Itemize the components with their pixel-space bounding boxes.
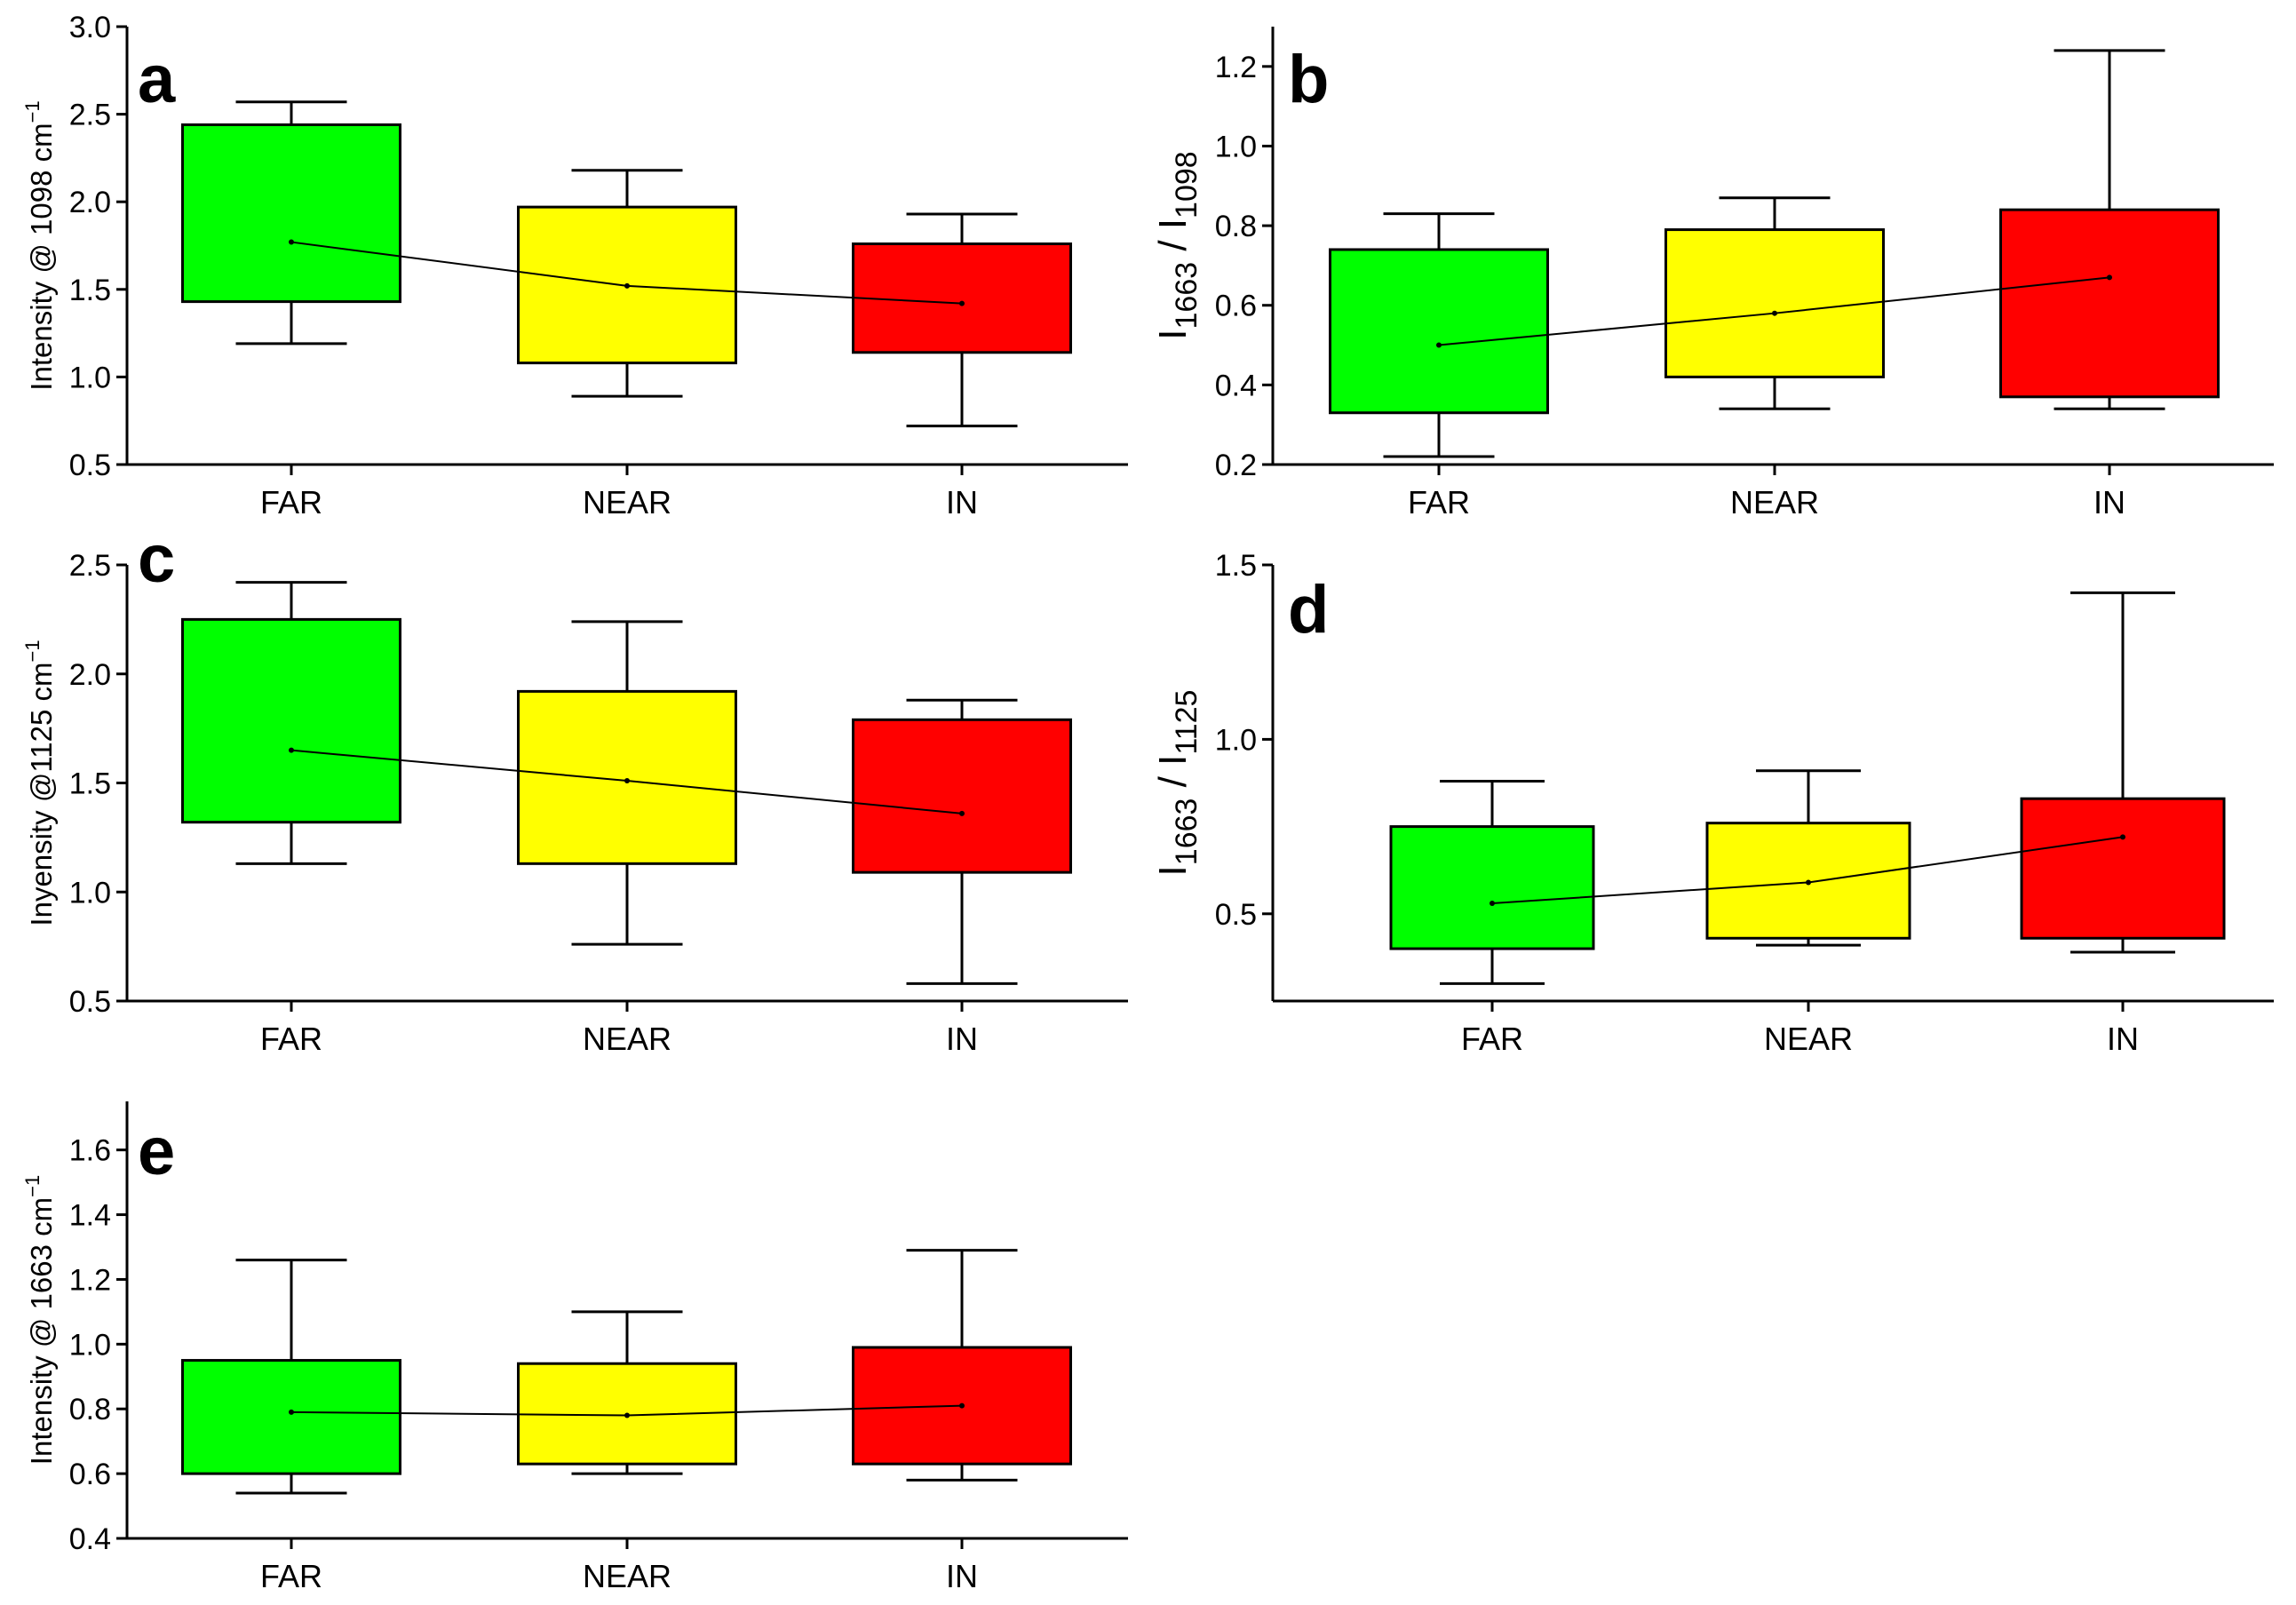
y-tick-label: 1.4 bbox=[69, 1199, 111, 1233]
x-tick-label: IN bbox=[2107, 1021, 2139, 1057]
y-axis-label-i: / I bbox=[1151, 755, 1195, 799]
y-axis-label-superscript: −1 bbox=[21, 1175, 44, 1197]
x-tick-label: FAR bbox=[260, 1558, 322, 1594]
x-tick-label: IN bbox=[2093, 484, 2125, 520]
y-tick-label: 3.0 bbox=[69, 11, 111, 44]
x-tick-label: NEAR bbox=[583, 484, 671, 520]
mean-marker bbox=[1806, 879, 1811, 886]
y-tick-label: 0.8 bbox=[1215, 210, 1257, 243]
y-tick-label: 1.0 bbox=[69, 1328, 111, 1362]
box-in bbox=[2020, 797, 2226, 940]
box-near bbox=[1664, 228, 1885, 378]
y-tick-label: 1.5 bbox=[1215, 549, 1257, 583]
mean-marker bbox=[624, 282, 630, 289]
x-tick-label: IN bbox=[946, 1558, 978, 1594]
mean-marker bbox=[959, 810, 965, 816]
y-tick-label: 0.6 bbox=[1215, 290, 1257, 323]
y-tick-label: 0.5 bbox=[69, 449, 111, 482]
y-tick-label: 1.0 bbox=[69, 361, 111, 394]
y-axis-label: Inyensity @1125 cm−1 bbox=[21, 640, 58, 926]
y-tick-label: 2.0 bbox=[69, 186, 111, 219]
y-axis-label-subscript: 1098 bbox=[1170, 151, 1204, 219]
y-tick-label: 0.4 bbox=[69, 1522, 111, 1556]
x-tick-label: NEAR bbox=[1730, 484, 1819, 520]
panel-c: 0.5 1.0 1.5 2.0 2.5 FAR NEAR IN c Inyensity @1125… bbox=[21, 521, 1128, 1057]
mean-marker bbox=[959, 300, 965, 306]
box-far bbox=[181, 617, 401, 824]
y-tick-label: 0.5 bbox=[1215, 898, 1257, 932]
x-tick-label: IN bbox=[946, 1021, 978, 1057]
panel-b: 0.2 0.4 0.6 0.8 1.0 1.2 FAR NEAR IN b I1663 / I109… bbox=[1151, 27, 2274, 520]
y-tick-label: 1.5 bbox=[69, 274, 111, 307]
y-tick-label: 2.5 bbox=[69, 549, 111, 583]
mean-marker bbox=[2120, 834, 2125, 840]
box-in bbox=[852, 718, 1072, 874]
panel-letter: d bbox=[1288, 572, 1329, 648]
y-axis-label-superscript: −1 bbox=[21, 100, 44, 123]
y-axis-label-text: Intensity @ 1098 cm bbox=[25, 123, 58, 390]
x-tick-label: FAR bbox=[1461, 1021, 1523, 1057]
box-far bbox=[181, 123, 401, 304]
mean-marker bbox=[1772, 310, 1777, 316]
x-tick-label: FAR bbox=[260, 1021, 322, 1057]
x-tick-label: FAR bbox=[260, 484, 322, 520]
box-in bbox=[1999, 208, 2220, 399]
mean-marker bbox=[1436, 342, 1442, 348]
y-tick-label: 1.2 bbox=[69, 1263, 111, 1297]
x-tick-label: FAR bbox=[1408, 484, 1470, 520]
x-tick-label: NEAR bbox=[583, 1558, 671, 1594]
box-near bbox=[517, 689, 737, 865]
mean-marker bbox=[624, 1412, 630, 1418]
y-axis-label: Intensity @ 1663 cm−1 bbox=[21, 1175, 58, 1465]
y-axis-label-i: I bbox=[1151, 865, 1195, 876]
y-axis-label-subscript: 1125 bbox=[1170, 690, 1204, 755]
y-axis-label-superscript: −1 bbox=[21, 640, 44, 662]
y-tick-label: 1.2 bbox=[1215, 51, 1257, 84]
panel-letter: b bbox=[1288, 42, 1329, 117]
x-tick-label: IN bbox=[946, 484, 978, 520]
y-tick-label: 2.0 bbox=[69, 658, 111, 692]
y-axis-label: I1663 / I1125 bbox=[1151, 690, 1204, 877]
y-axis-label: I1663 / I1098 bbox=[1151, 151, 1204, 339]
y-axis-label-subscript: 1663 bbox=[1170, 262, 1204, 330]
y-tick-label: 0.6 bbox=[69, 1458, 111, 1491]
panel-letter: c bbox=[138, 521, 175, 597]
y-tick-label: 1.0 bbox=[1215, 130, 1257, 163]
mean-marker bbox=[289, 747, 294, 753]
panel-e: 0.4 0.6 0.8 1.0 1.2 1.4 1.6 FAR NEAR IN e Intensity… bbox=[21, 1101, 1128, 1594]
y-axis-label-text: Intensity @ 1663 cm bbox=[25, 1197, 58, 1465]
y-tick-label: 1.6 bbox=[69, 1134, 111, 1168]
y-axis-label-i: I bbox=[1151, 329, 1195, 339]
mean-marker bbox=[2107, 274, 2112, 281]
y-tick-label: 1.0 bbox=[1215, 723, 1257, 757]
box-far bbox=[1329, 248, 1549, 415]
y-tick-label: 1.5 bbox=[69, 767, 111, 801]
y-tick-label: 0.4 bbox=[1215, 369, 1257, 402]
box-in bbox=[852, 242, 1072, 354]
y-tick-label: 0.8 bbox=[69, 1393, 111, 1426]
y-axis-label-i: / I bbox=[1151, 219, 1195, 262]
box-far bbox=[181, 1359, 401, 1475]
mean-marker bbox=[289, 1409, 294, 1415]
mean-marker bbox=[624, 778, 630, 784]
x-tick-label: NEAR bbox=[1764, 1021, 1853, 1057]
y-axis-label-text: Inyensity @1125 cm bbox=[25, 663, 58, 926]
mean-marker bbox=[289, 239, 294, 245]
panel-d: 0.5 1.0 1.5 FAR NEAR IN d I1663 / I1125 bbox=[1151, 549, 2274, 1057]
panel-letter: a bbox=[138, 42, 176, 117]
y-tick-label: 0.2 bbox=[1215, 449, 1257, 482]
y-axis-label: Intensity @ 1098 cm−1 bbox=[21, 100, 58, 390]
y-tick-label: 0.5 bbox=[69, 985, 111, 1019]
x-tick-label: NEAR bbox=[583, 1021, 671, 1057]
y-tick-label: 1.0 bbox=[69, 876, 111, 910]
mean-marker bbox=[1490, 901, 1495, 907]
box-far bbox=[1389, 825, 1595, 950]
y-axis-label-subscript: 1663 bbox=[1170, 799, 1204, 866]
y-tick-label: 2.5 bbox=[69, 99, 111, 132]
mean-marker bbox=[959, 1402, 965, 1409]
panel-a: 0.5 1.0 1.5 2.0 2.5 3.0 FAR NEAR IN a Intensity @ … bbox=[21, 11, 1128, 520]
panel-letter: e bbox=[138, 1114, 175, 1189]
